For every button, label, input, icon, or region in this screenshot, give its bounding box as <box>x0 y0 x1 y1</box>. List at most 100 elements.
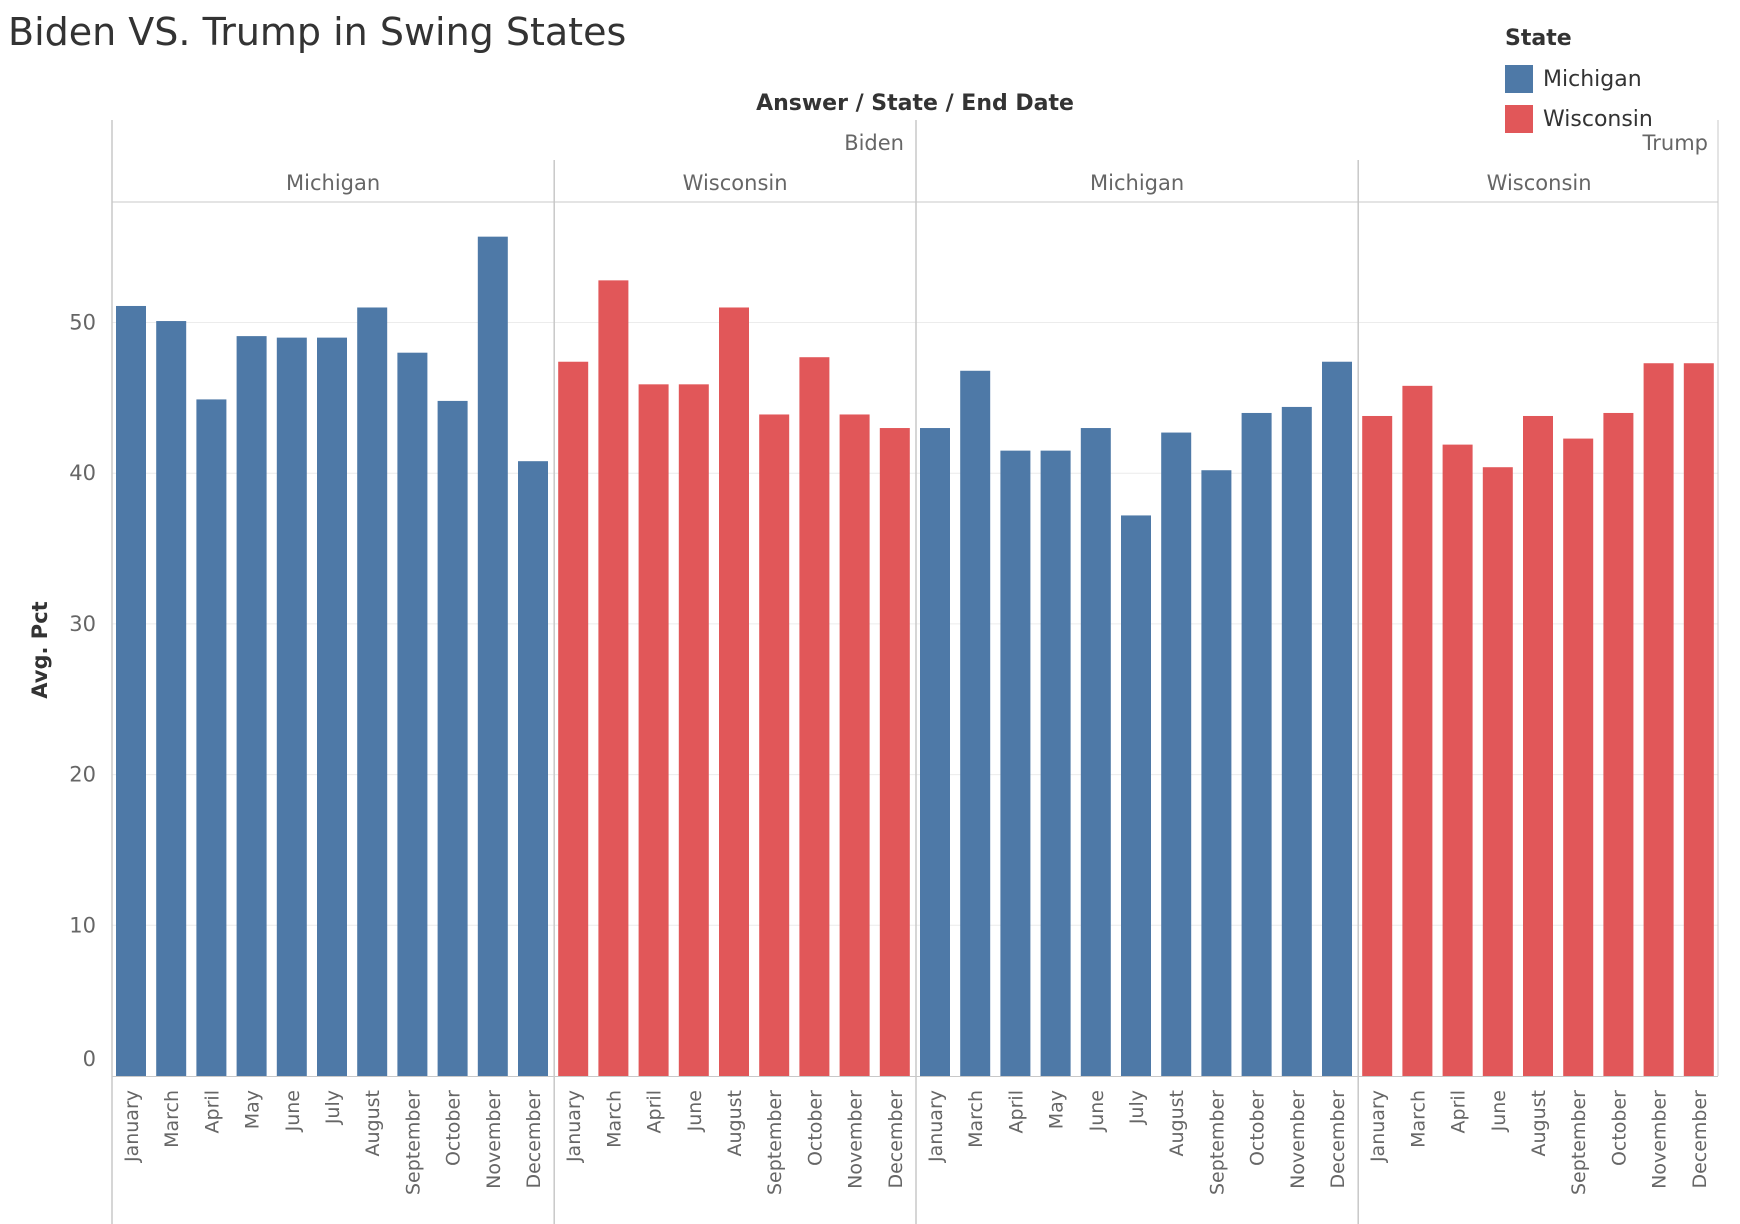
bar-trump-michigan-may[interactable] <box>1040 450 1071 1076</box>
legend-label-wisconsin: Wisconsin <box>1543 106 1653 132</box>
bar-biden-wisconsin-april[interactable] <box>638 384 669 1076</box>
answer-header-biden: Biden <box>844 131 904 155</box>
bar-trump-michigan-july[interactable] <box>1121 515 1151 1076</box>
bar-biden-wisconsin-march[interactable] <box>598 280 629 1076</box>
x-tick-label: December <box>1689 1090 1711 1189</box>
x-tick-label: August <box>1528 1090 1550 1157</box>
x-tick-label: October <box>443 1090 465 1166</box>
bar-biden-wisconsin-june[interactable] <box>678 384 709 1076</box>
x-tick-label: January <box>563 1090 585 1163</box>
y-tick-label: 50 <box>69 311 96 335</box>
x-tick-label: June <box>684 1090 706 1132</box>
x-tick-label: April <box>201 1090 223 1133</box>
x-tick-label: June <box>1488 1090 1510 1132</box>
bar-trump-wisconsin-april[interactable] <box>1442 444 1473 1076</box>
x-tick-label: June <box>1086 1090 1108 1132</box>
y-tick-label: 0 <box>83 1047 96 1071</box>
bar-biden-wisconsin-november[interactable] <box>839 414 870 1076</box>
bar-biden-michigan-july[interactable] <box>317 337 347 1076</box>
bar-biden-michigan-october[interactable] <box>437 400 468 1076</box>
bar-trump-michigan-september[interactable] <box>1201 470 1232 1076</box>
bar-biden-michigan-december[interactable] <box>518 461 548 1076</box>
x-tick-label: July <box>322 1090 344 1125</box>
x-tick-label: October <box>1608 1090 1630 1166</box>
x-tick-label: May <box>1046 1090 1068 1129</box>
x-tick-label: April <box>1005 1090 1027 1133</box>
x-tick-label: March <box>161 1090 183 1148</box>
chart-title: Biden VS. Trump in Swing States <box>8 10 627 54</box>
bar-biden-wisconsin-october[interactable] <box>799 357 830 1077</box>
bar-biden-wisconsin-january[interactable] <box>558 361 589 1076</box>
legend-swatch-michigan <box>1505 65 1533 93</box>
x-tick-label: September <box>1206 1090 1228 1195</box>
x-tick-label: November <box>1649 1090 1671 1189</box>
bar-trump-michigan-march[interactable] <box>960 370 991 1076</box>
bar-trump-michigan-december[interactable] <box>1322 361 1352 1076</box>
bar-biden-michigan-september[interactable] <box>397 352 428 1076</box>
bar-trump-wisconsin-november[interactable] <box>1643 363 1674 1077</box>
x-tick-label: October <box>804 1090 826 1166</box>
x-tick-label: March <box>1407 1090 1429 1148</box>
y-tick-label: 30 <box>69 612 96 636</box>
x-tick-label: April <box>644 1090 666 1133</box>
header-label: Answer / State / End Date <box>756 91 1074 116</box>
x-tick-label: August <box>362 1090 384 1157</box>
x-tick-label: August <box>724 1090 746 1157</box>
x-tick-label: October <box>1247 1090 1269 1166</box>
x-tick-label: November <box>845 1090 867 1189</box>
bar-trump-wisconsin-march[interactable] <box>1402 385 1433 1076</box>
y-tick-label: 10 <box>69 913 96 937</box>
legend-item-michigan[interactable]: Michigan <box>1505 59 1653 99</box>
x-tick-label: November <box>1287 1090 1309 1189</box>
x-tick-label: September <box>764 1090 786 1195</box>
bar-trump-wisconsin-january[interactable] <box>1362 415 1393 1076</box>
bar-biden-michigan-august[interactable] <box>357 307 388 1076</box>
x-tick-label: December <box>1327 1090 1349 1189</box>
bar-trump-wisconsin-september[interactable] <box>1563 438 1594 1076</box>
bar-trump-wisconsin-june[interactable] <box>1482 467 1513 1076</box>
x-tick-label: July <box>1126 1090 1148 1125</box>
x-tick-label: March <box>603 1090 625 1148</box>
x-tick-label: August <box>1166 1090 1188 1157</box>
state-header-biden-wisconsin: Wisconsin <box>683 171 788 195</box>
bar-biden-michigan-january[interactable] <box>116 305 146 1077</box>
bar-trump-michigan-october[interactable] <box>1241 412 1272 1076</box>
x-tick-label: December <box>523 1090 545 1189</box>
y-tick-label: 40 <box>69 461 96 485</box>
state-header-trump-wisconsin: Wisconsin <box>1487 171 1592 195</box>
x-tick-label: September <box>1568 1090 1590 1195</box>
bar-biden-michigan-march[interactable] <box>156 321 187 1077</box>
bar-biden-wisconsin-december[interactable] <box>879 428 910 1076</box>
bar-trump-michigan-january[interactable] <box>920 428 950 1076</box>
x-tick-label: January <box>1367 1090 1389 1163</box>
legend-swatch-wisconsin <box>1505 105 1533 133</box>
bar-biden-michigan-june[interactable] <box>276 337 307 1076</box>
bar-biden-wisconsin-september[interactable] <box>759 414 790 1076</box>
x-tick-label: January <box>925 1090 947 1163</box>
bar-trump-wisconsin-august[interactable] <box>1523 415 1553 1076</box>
bar-trump-michigan-april[interactable] <box>1000 450 1031 1076</box>
bar-biden-wisconsin-august[interactable] <box>719 307 749 1076</box>
bar-trump-wisconsin-october[interactable] <box>1603 412 1634 1076</box>
y-axis-label: Avg. Pct <box>28 601 52 698</box>
state-header-biden-michigan: Michigan <box>286 171 380 195</box>
x-tick-label: March <box>965 1090 987 1148</box>
x-tick-label: June <box>282 1090 304 1132</box>
bar-trump-michigan-june[interactable] <box>1080 428 1111 1076</box>
x-tick-label: April <box>1448 1090 1470 1133</box>
bar-trump-michigan-august[interactable] <box>1161 432 1192 1076</box>
answer-header-trump: Trump <box>1642 131 1708 155</box>
bar-biden-michigan-november[interactable] <box>477 236 508 1076</box>
x-tick-label: January <box>121 1090 143 1163</box>
state-header-trump-michigan: Michigan <box>1090 171 1184 195</box>
bar-biden-michigan-april[interactable] <box>196 399 227 1076</box>
bar-trump-wisconsin-december[interactable] <box>1683 363 1714 1077</box>
bar-trump-michigan-november[interactable] <box>1281 406 1312 1076</box>
legend-item-wisconsin[interactable]: Wisconsin <box>1505 99 1653 139</box>
legend: State Michigan Wisconsin <box>1505 26 1653 139</box>
x-tick-label: November <box>483 1090 505 1189</box>
legend-title: State <box>1505 26 1572 51</box>
legend-label-michigan: Michigan <box>1543 66 1642 92</box>
bar-biden-michigan-may[interactable] <box>236 336 267 1077</box>
